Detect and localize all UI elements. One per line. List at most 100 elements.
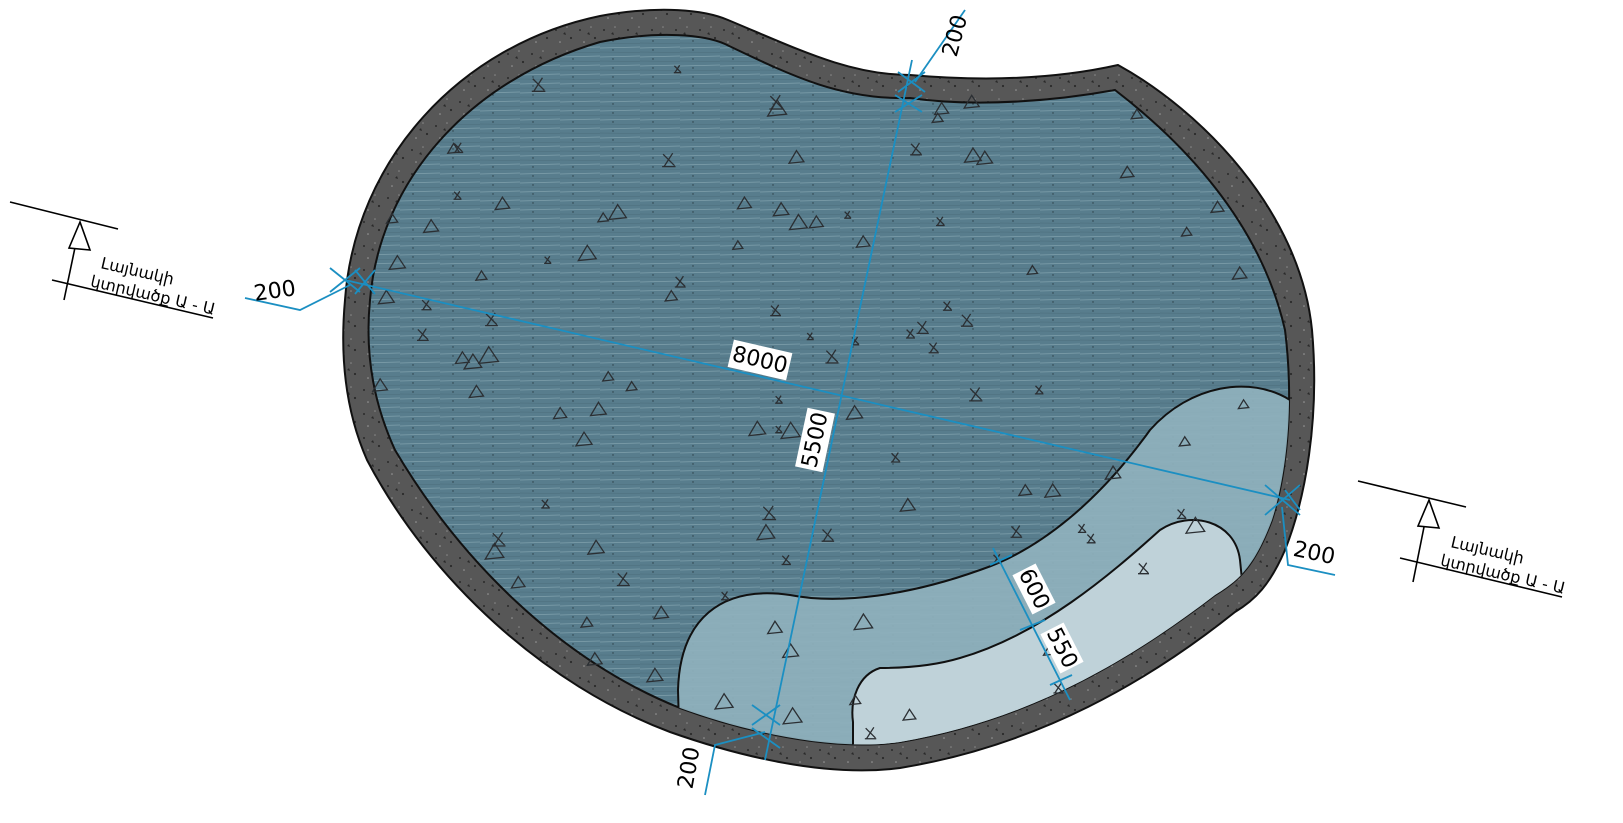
aggregate-symbol (1180, 226, 1193, 237)
width-dimension-line (764, 59, 913, 761)
aggregate-symbol (1119, 165, 1136, 179)
aggregate-symbol (942, 300, 952, 311)
dim-wall-left: 200 (252, 276, 297, 307)
aggregate-symbol (731, 239, 744, 251)
aggregate-symbol (474, 269, 489, 282)
aggregate-symbol (713, 692, 735, 710)
aggregate-symbol (544, 255, 552, 265)
aggregate-symbol (960, 313, 974, 327)
aggregate-symbol (766, 620, 784, 635)
aggregate-symbol (901, 708, 917, 721)
aggregate-symbol (1010, 525, 1023, 538)
aggregate-symbol (468, 384, 485, 399)
aggregate-symbol (787, 149, 806, 164)
aggregate-symbol (963, 146, 983, 163)
section-marker-right: Լայնակի կտրվածք Ա - Ա (1357, 480, 1567, 598)
aggregate-symbol (928, 342, 939, 354)
aggregate-symbol (762, 505, 777, 521)
aggregate-symbol (781, 706, 804, 725)
aggregate-symbol (1077, 523, 1087, 534)
aggregate-symbol (899, 497, 917, 513)
aggregate-symbol (574, 430, 594, 447)
aggregate-symbol (652, 605, 670, 620)
aggregate-symbol (806, 332, 814, 341)
aggregate-symbol (962, 94, 981, 109)
aggregate-symbol (772, 201, 790, 217)
aggregate-symbol (645, 667, 665, 683)
aggregate-symbol (422, 218, 440, 234)
dimension-lines (244, 9, 1336, 796)
aggregate-symbol (625, 380, 639, 392)
aggregate-symbol (1176, 508, 1187, 520)
aggregate-symbol (766, 98, 788, 117)
aggregate-symbol (662, 152, 676, 168)
aggregate-symbol (477, 345, 500, 365)
aggregate-symbol (1209, 200, 1226, 214)
aggregate-symbol (747, 420, 767, 437)
aggregate-symbol (510, 575, 527, 589)
aggregate-symbol (607, 203, 628, 221)
aggregate-symbol (673, 64, 682, 74)
aggregate-symbol (770, 304, 781, 317)
aggregate-symbol (377, 289, 396, 305)
aggregate-symbol (371, 377, 389, 393)
aggregate-symbol (1017, 483, 1033, 497)
aggregate-symbol (905, 328, 915, 339)
aggregate-symbol (808, 214, 825, 229)
aggregate-symbol (491, 531, 506, 547)
section-marker-left: Լայնակի կտրվածք Ա - Ա (9, 201, 217, 319)
section-arrow-icon (67, 219, 92, 251)
aggregate-symbol (1237, 398, 1250, 410)
aggregate-symbol (1086, 533, 1096, 544)
aggregate-symbols (371, 64, 1250, 740)
aggregate-symbol (577, 244, 598, 262)
aggregate-symbol (446, 142, 461, 155)
aggregate-symbol (385, 212, 399, 224)
aggregate-symbol (1184, 516, 1206, 535)
aggregate-symbol (616, 572, 630, 587)
aggregate-symbol (601, 370, 615, 382)
aggregate-symbol (848, 694, 862, 706)
aggregate-symbol (775, 395, 783, 404)
aggregate-symbol (890, 452, 901, 463)
aggregate-symbol (852, 612, 874, 631)
aggregate-symbol (586, 539, 606, 555)
aggregate-symbol (579, 616, 594, 628)
aggregate-symbol (910, 142, 922, 156)
length-dimension-line (344, 279, 1291, 501)
dim-wall-top: 200 (938, 12, 973, 59)
aggregate-symbol (1178, 435, 1192, 447)
aggregate-symbol (844, 210, 852, 219)
aggregate-symbol (864, 726, 877, 740)
aggregate-symbol (936, 216, 945, 227)
section-arrow-icon (1416, 497, 1441, 529)
aggregate-symbol (721, 591, 730, 601)
aggregate-symbol (421, 299, 432, 311)
aggregate-symbol (821, 528, 835, 542)
aggregate-symbol (493, 195, 511, 211)
aggregate-symbol (663, 289, 679, 302)
aggregate-symbol (541, 499, 550, 509)
aggregate-symbol (484, 542, 505, 560)
aggregate-symbol (781, 554, 791, 566)
aggregate-symbol (454, 350, 471, 365)
aggregate-symbol (845, 404, 864, 421)
aggregate-symbol (552, 406, 568, 420)
aggregate-symbol (674, 275, 686, 288)
aggregate-symbol (975, 149, 994, 166)
aggregate-symbol (586, 651, 604, 666)
aggregate-symbol (1138, 562, 1150, 575)
aggregate-symbol (825, 349, 839, 364)
aggregate-symbol (930, 111, 945, 124)
aggregate-symbol (1231, 265, 1248, 281)
aggregate-symbol (453, 190, 462, 200)
aggregate-symbol (1130, 107, 1144, 120)
aggregate-symbol (781, 642, 800, 659)
aggregate-symbol (417, 328, 429, 341)
dim-wall-bottom: 200 (674, 745, 706, 791)
aggregate-symbol (736, 195, 753, 210)
aggregate-symbol (1043, 482, 1062, 499)
aggregate-symbol (1104, 464, 1122, 481)
aggregate-symbol (596, 211, 610, 223)
